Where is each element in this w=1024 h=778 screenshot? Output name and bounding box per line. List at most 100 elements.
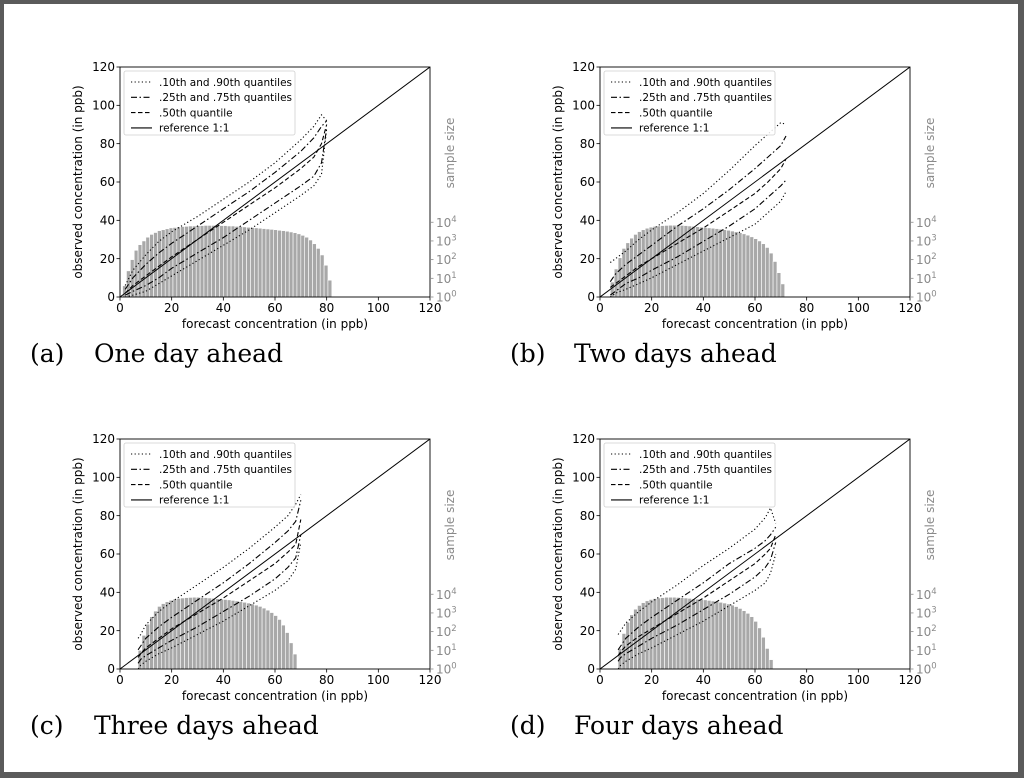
histogram-bar [211,598,216,669]
histogram-bar [714,228,720,297]
histogram [122,225,333,297]
histogram-bar [703,599,708,669]
histogram-bar [168,227,174,297]
series-dashed [609,158,787,288]
y2-tick-label: 100 [916,662,937,677]
y-tick-label: 120 [572,432,595,446]
histogram-bar [265,228,271,297]
series-lines [600,67,910,297]
x-axis-title: forecast concentration (in ppb) [662,689,848,703]
legend-label: reference 1:1 [639,495,709,507]
x-tick-label: 0 [596,673,604,687]
series-solid [120,439,430,669]
series-dashdot-lower [124,128,328,296]
series-solid [600,439,910,669]
histogram-bar [706,600,712,669]
histogram-bar [219,598,224,669]
histogram-bar [250,603,255,669]
histogram-bar [281,230,286,297]
legend-box [123,70,296,136]
histogram-bar [652,226,658,297]
histogram-bar [327,279,333,297]
legend-label: reference 1:1 [159,123,229,135]
histogram-bar [734,606,739,669]
histogram-bar [741,610,747,669]
histogram-bar [277,619,282,669]
histogram-bar [292,653,298,669]
legend-box [123,442,296,508]
histogram-bar [316,248,321,297]
legend-label: .10th and .90th quantiles [639,449,772,461]
histogram-bar [145,236,151,297]
series-dashdot-upper [124,120,328,290]
x-tick-label: 80 [799,673,814,687]
histogram-bar [730,230,735,297]
y-tick-label: 80 [100,137,115,151]
histogram-bar [675,224,681,297]
x-tick-label: 80 [319,301,334,315]
histogram-bar [710,227,716,297]
x-tick-label: 80 [319,673,334,687]
legend-label: .50th quantile [159,107,233,119]
histogram-bar [734,231,739,297]
panel-c: 0 20 40 60 80 100 1200204060801001201001011021… [30,432,457,740]
x-tick-label: 0 [596,301,604,315]
panel-d: 0 20 40 60 80 100 1200204060801001201001011021… [510,432,937,740]
series-dotted-lower [125,128,328,297]
series-dashdot-lower [137,534,302,664]
y-tick-label: 100 [92,471,115,485]
caption-letter: (a) [30,339,64,368]
histogram-bar [749,616,755,669]
caption-title: Four days ahead [574,711,784,740]
histogram-bar [254,604,259,669]
histogram-bar [288,231,294,297]
series-dashdot-lower [609,179,787,296]
histogram-bar [246,226,251,297]
histogram-bar [207,225,213,297]
histogram-bar [195,596,201,669]
caption-title: One day ahead [94,339,283,368]
histogram-bar [234,600,240,669]
series-lines [120,439,430,669]
y2-tick-label: 102 [436,252,457,267]
histogram-bar [257,606,263,669]
x-tick-label: 0 [116,301,124,315]
histogram-bar [250,227,255,297]
y2-tick-label: 100 [436,662,457,677]
y2-tick-label: 103 [916,605,937,620]
series-dotted-lower [137,542,302,669]
histogram-bar [691,226,696,297]
histogram-bar [285,230,290,297]
legend-label: .10th and .90th quantiles [159,77,292,89]
y-tick-label: 60 [100,547,115,561]
histogram-bar [172,598,178,669]
series-dashdot-upper [609,135,787,283]
histogram-bar [753,238,758,297]
x-tick-label: 20 [644,301,659,315]
histogram-bar [695,226,700,297]
histogram-bar [710,600,716,669]
histogram-bar [672,596,677,669]
histogram-bar [765,648,770,669]
histogram-bar [730,604,735,669]
y2-tick-label: 103 [436,233,457,248]
histogram-bar [153,232,158,297]
legend-box [603,442,776,508]
x-tick-label: 20 [164,673,179,687]
caption-letter: (b) [510,339,546,368]
histogram-bar [292,232,298,297]
y-axis-title: observed concentration (in ppb) [551,457,565,650]
histogram-bar [242,226,247,297]
series-lines [120,67,430,297]
histogram-bar [768,659,774,669]
histogram-bar [242,601,247,669]
histogram-bar [745,613,751,669]
x-tick-label: 40 [696,301,711,315]
histogram-bar [672,224,677,297]
histogram-bar [722,602,727,669]
series-solid [600,67,910,297]
series-dashed [137,519,302,658]
y2-axis-title: sample size [923,118,937,189]
histogram-bar [273,229,278,297]
y2-tick-label: 104 [916,587,937,602]
